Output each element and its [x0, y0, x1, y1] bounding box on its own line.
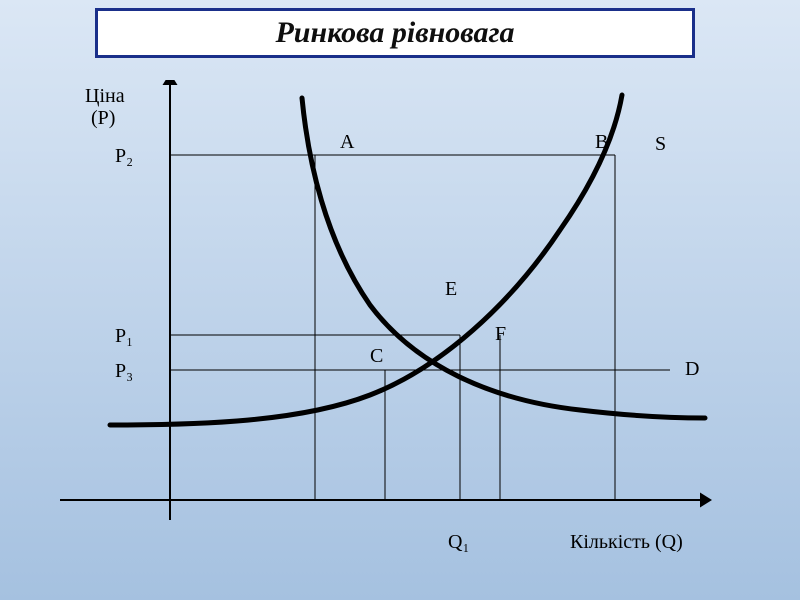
point-label-d: D — [685, 358, 699, 380]
label-p2: P₂ — [115, 145, 133, 167]
label-p3: P₃ — [115, 360, 133, 382]
page-title: Ринкова рівновага — [275, 16, 514, 50]
label-q1: Q₁ — [448, 531, 469, 553]
y-axis-label-line2: (P) — [91, 107, 115, 129]
y-axis-label-line1: Ціна — [85, 85, 125, 107]
equilibrium-chart: Ціна(P) Кількість (Q) P₂ P₁ P₃ Q₁ A B S E F C D — [40, 80, 760, 580]
point-label-e: E — [445, 278, 457, 300]
point-label-c: C — [370, 345, 383, 367]
label-p1: P₁ — [115, 325, 133, 347]
supply-curve — [110, 95, 622, 425]
y-axis-arrow — [163, 80, 178, 85]
point-label-a: A — [340, 131, 355, 153]
x-axis-label: Кількість (Q) — [570, 531, 683, 553]
point-label-b: B — [595, 131, 608, 153]
point-label-s: S — [655, 133, 666, 155]
x-axis-arrow — [700, 493, 712, 508]
title-box: Ринкова рівновага — [95, 8, 695, 58]
point-label-f: F — [495, 323, 506, 345]
